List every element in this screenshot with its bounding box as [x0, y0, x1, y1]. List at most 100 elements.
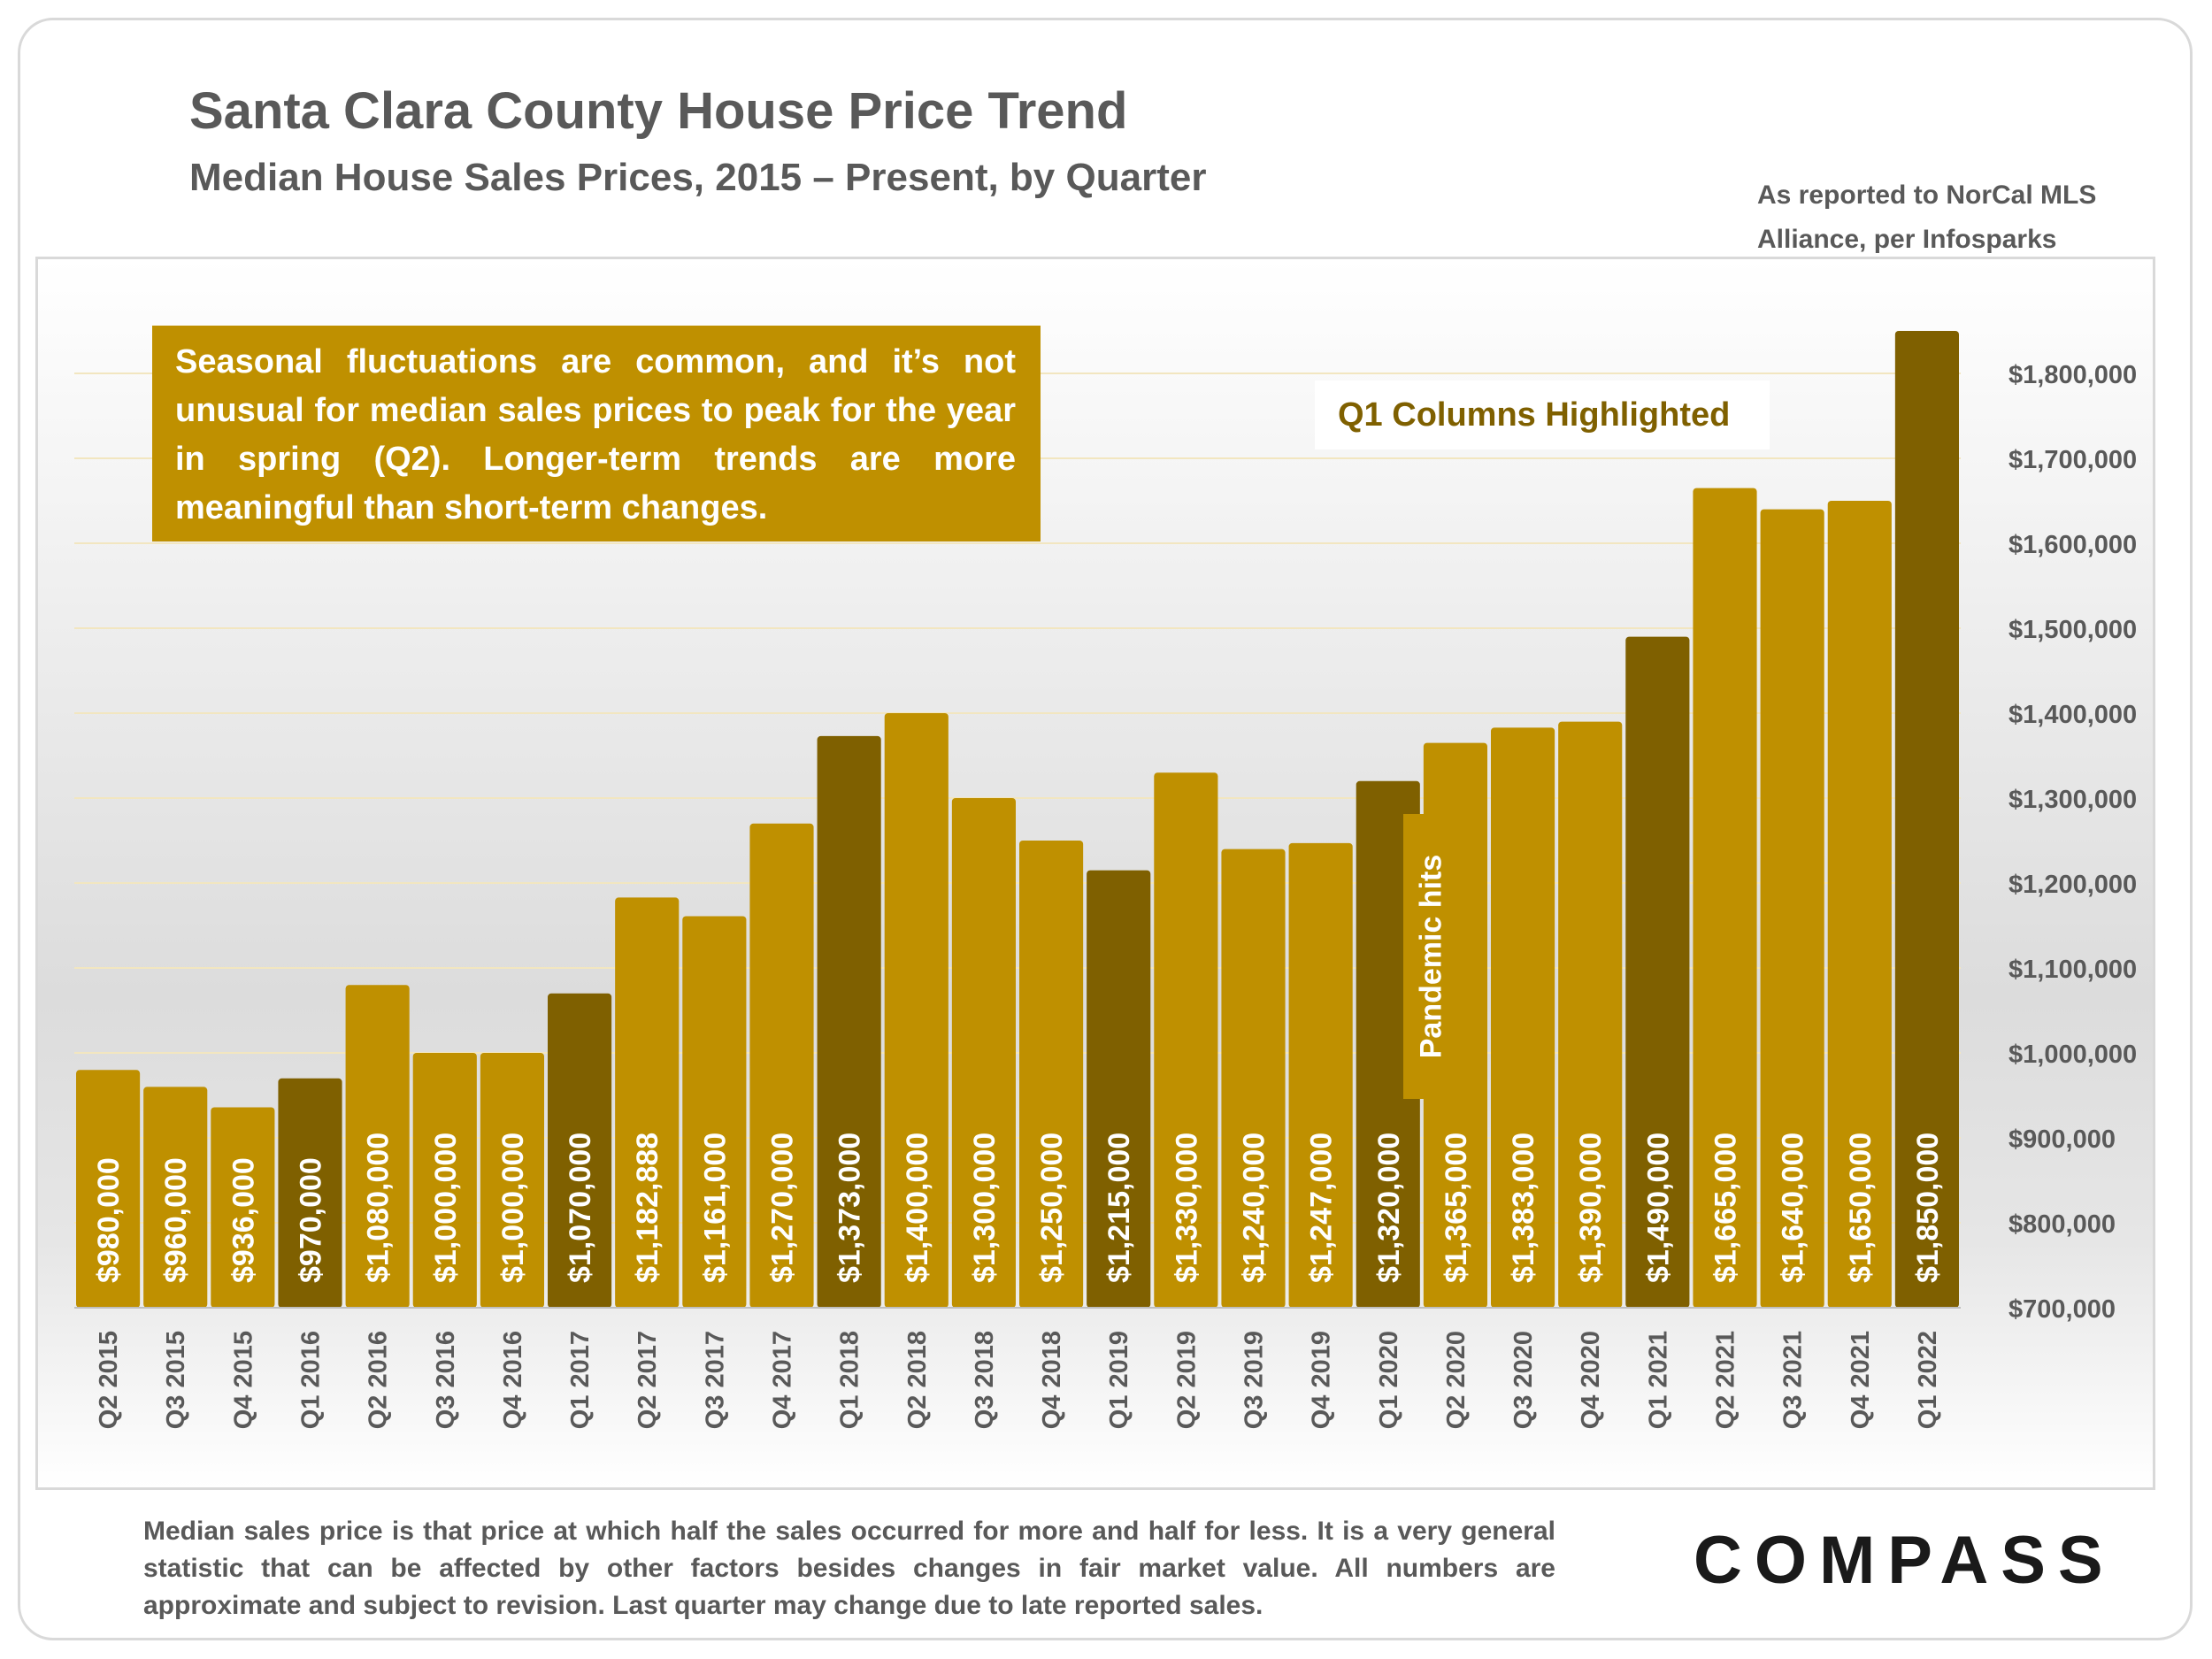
bar [1019, 841, 1084, 1308]
x-tick-label: Q1 2016 [297, 1331, 326, 1429]
source-note-line-1: As reported to NorCal MLS [1757, 180, 2097, 210]
bar-value-label: $1,320,000 [1372, 1133, 1406, 1283]
footnote: Median sales price is that price at whic… [143, 1517, 1555, 1620]
chart-subtitle: Median House Sales Prices, 2015 – Presen… [189, 156, 1207, 199]
bar [345, 985, 410, 1308]
bar-value-label: $1,070,000 [564, 1133, 597, 1283]
x-tick-label: Q2 2018 [903, 1331, 932, 1429]
bar-value-label: $1,640,000 [1777, 1133, 1810, 1283]
x-tick-label: Q2 2017 [634, 1331, 662, 1429]
x-tick-label: Q4 2017 [769, 1331, 797, 1429]
bar-value-label: $1,330,000 [1170, 1133, 1203, 1283]
bar [1087, 870, 1151, 1308]
bar [278, 1078, 342, 1308]
bar [143, 1087, 208, 1308]
bar-value-label: $1,270,000 [766, 1133, 800, 1283]
x-tick-label: Q3 2020 [1509, 1331, 1538, 1429]
x-tick-label: Q2 2020 [1442, 1331, 1471, 1429]
bar-value-label: $1,161,000 [698, 1133, 732, 1283]
bar-value-label: $1,247,000 [1305, 1133, 1339, 1283]
x-tick-label: Q3 2016 [432, 1331, 460, 1429]
x-tick-label: Q2 2019 [1172, 1331, 1201, 1429]
y-tick-label: $1,400,000 [2008, 701, 2137, 729]
bar [884, 713, 949, 1308]
x-tick-label: Q3 2017 [701, 1331, 729, 1429]
y-tick-label: $1,200,000 [2008, 871, 2137, 899]
x-tick-label: Q1 2021 [1644, 1331, 1672, 1429]
bar-value-label: $970,000 [295, 1157, 328, 1283]
bar-value-label: $1,000,000 [496, 1133, 530, 1283]
bar [1491, 727, 1555, 1308]
bar-value-label: $1,080,000 [362, 1133, 396, 1283]
bar [1760, 509, 1824, 1308]
bar [76, 1070, 141, 1308]
bar-value-label: $1,240,000 [1238, 1133, 1271, 1283]
source-note-line-2: Alliance, per Infosparks [1757, 225, 2057, 254]
bar [1894, 331, 1959, 1308]
x-tick-label: Q4 2019 [1308, 1331, 1336, 1429]
y-tick-label: $900,000 [2008, 1125, 2116, 1154]
seasonal-callout: Seasonal fluctuations are common, and it… [152, 326, 1041, 541]
bar-value-label: $1,390,000 [1574, 1133, 1608, 1283]
bar-value-label: $980,000 [92, 1157, 126, 1283]
bar [1827, 501, 1892, 1308]
chart-title: Santa Clara County House Price Trend [189, 82, 1128, 140]
bar-value-label: $960,000 [159, 1157, 193, 1283]
bar [1625, 636, 1690, 1308]
bar [615, 897, 680, 1308]
bar [951, 798, 1016, 1308]
y-tick-label: $1,000,000 [2008, 1041, 2137, 1069]
y-tick-label: $1,100,000 [2008, 956, 2137, 984]
y-tick-label: $1,600,000 [2008, 531, 2137, 559]
bar-value-label: $1,000,000 [429, 1133, 463, 1283]
y-tick-label: $1,300,000 [2008, 786, 2137, 814]
x-tick-label: Q1 2022 [1914, 1331, 1942, 1429]
bar-value-label: $1,250,000 [1035, 1133, 1069, 1283]
bar [480, 1053, 544, 1308]
source-note: As reported to NorCal MLS Alliance, per … [1757, 173, 2096, 262]
x-tick-label: Q4 2018 [1038, 1331, 1066, 1429]
bar [1288, 842, 1353, 1308]
bar [1693, 488, 1757, 1308]
x-tick-label: Q2 2021 [1712, 1331, 1740, 1429]
bar [1558, 721, 1623, 1308]
y-tick-label: $1,700,000 [2008, 446, 2137, 474]
bar-value-label: $936,000 [227, 1157, 260, 1283]
bar-value-label: $1,300,000 [968, 1133, 1002, 1283]
bar-value-label: $1,383,000 [1507, 1133, 1540, 1283]
bar-value-label: $1,373,000 [833, 1133, 867, 1283]
x-tick-label: Q2 2016 [365, 1331, 393, 1429]
x-tick-label: Q1 2018 [836, 1331, 864, 1429]
x-tick-label: Q1 2017 [566, 1331, 595, 1429]
x-tick-label: Q3 2015 [162, 1331, 190, 1429]
bar-value-label: $1,850,000 [1911, 1133, 1945, 1283]
x-tick-label: Q4 2015 [229, 1331, 257, 1429]
bar [1154, 772, 1218, 1308]
bar [749, 823, 814, 1308]
y-tick-label: $1,800,000 [2008, 361, 2137, 389]
x-tick-label: Q1 2019 [1105, 1331, 1133, 1429]
x-tick-label: Q3 2021 [1779, 1331, 1808, 1429]
q1-highlight-label: Q1 Columns Highlighted [1315, 380, 1770, 449]
bar-value-label: $1,182,888 [631, 1133, 664, 1283]
bar-value-label: $1,365,000 [1440, 1133, 1473, 1283]
bar [817, 735, 881, 1308]
y-tick-label: $700,000 [2008, 1295, 2116, 1324]
bar [412, 1053, 477, 1308]
bar [548, 993, 612, 1308]
bar-value-label: $1,650,000 [1844, 1133, 1878, 1283]
bar-value-label: $1,400,000 [901, 1133, 934, 1283]
x-tick-label: Q3 2019 [1240, 1331, 1269, 1429]
bar [211, 1107, 275, 1308]
x-tick-label: Q3 2018 [971, 1331, 999, 1429]
x-tick-label: Q4 2021 [1847, 1331, 1875, 1429]
bar [682, 916, 747, 1308]
y-tick-label: $800,000 [2008, 1210, 2116, 1239]
x-tick-label: Q2 2015 [95, 1331, 123, 1429]
pandemic-annotation-text: Pandemic hits [1414, 854, 1448, 1059]
x-tick-label: Q1 2020 [1375, 1331, 1403, 1429]
bar-value-label: $1,665,000 [1709, 1133, 1743, 1283]
compass-logo: COMPASS [1694, 1523, 2116, 1598]
x-tick-label: Q4 2020 [1577, 1331, 1605, 1429]
